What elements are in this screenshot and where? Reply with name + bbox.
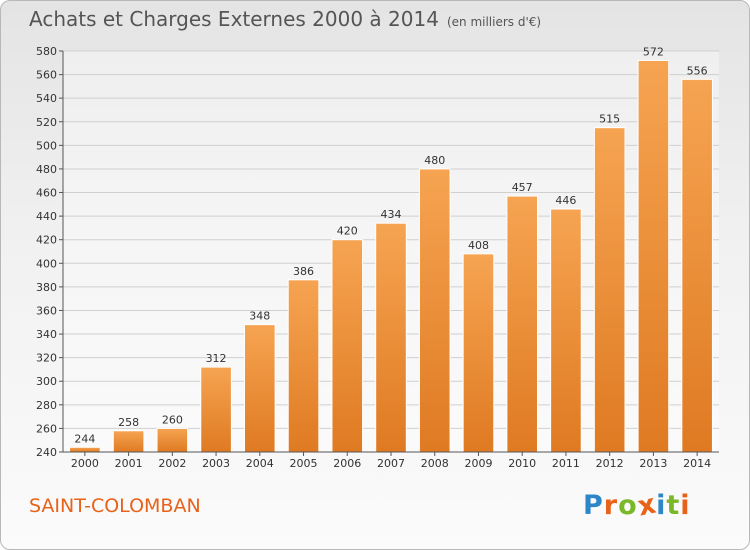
data-label-2013: 572 (643, 45, 664, 58)
bar-2006 (331, 239, 364, 453)
logo-letter: i (680, 490, 691, 521)
data-label-2004: 348 (249, 310, 270, 323)
data-label-2002: 260 (162, 413, 183, 426)
y-tick-label: 460 (36, 187, 57, 200)
y-tick-label: 280 (36, 399, 57, 412)
logo-letter: i (656, 490, 667, 521)
logo-letter: t (666, 490, 681, 521)
y-tick-label: 360 (36, 304, 57, 317)
data-label-2012: 515 (599, 113, 620, 126)
logo-letter: r (603, 490, 619, 521)
data-label-2001: 258 (118, 416, 139, 429)
x-tick-label: 2013 (639, 457, 667, 470)
data-label-2014: 556 (687, 64, 708, 77)
y-tick-label: 500 (36, 139, 57, 152)
data-label-2008: 480 (424, 154, 445, 167)
data-label-2003: 312 (206, 352, 227, 365)
x-tick-label: 2012 (596, 457, 624, 470)
data-label-2007: 434 (381, 208, 402, 221)
x-tick-label: 2011 (552, 457, 580, 470)
y-tick-label: 440 (36, 210, 57, 223)
y-tick-label: 380 (36, 281, 57, 294)
y-tick-label: 560 (36, 69, 57, 82)
y-tick-label: 420 (36, 234, 57, 247)
x-tick-label: 2002 (158, 457, 186, 470)
logo-letter: o (618, 490, 638, 521)
proxiti-logo: Proxiti (583, 488, 691, 522)
x-tick-label: 2010 (508, 457, 536, 470)
bar-2003 (200, 366, 232, 453)
y-tick-label: 300 (36, 375, 57, 388)
bar-2002 (156, 427, 189, 453)
x-tick-label: 2005 (290, 457, 318, 470)
bar-2013 (637, 59, 670, 453)
x-tick-label: 2007 (377, 457, 405, 470)
x-tick-label: 2008 (421, 457, 449, 470)
x-tick-label: 2009 (464, 457, 492, 470)
x-tick-label: 2001 (115, 457, 143, 470)
data-label-2000: 244 (74, 432, 95, 445)
x-tick-label: 2003 (202, 457, 230, 470)
y-tick-label: 540 (36, 92, 57, 105)
bar-2009 (462, 253, 495, 453)
y-tick-label: 240 (36, 446, 57, 459)
y-tick-label: 320 (36, 352, 57, 365)
y-tick-label: 260 (36, 422, 57, 435)
bar-2001 (112, 430, 145, 453)
bar-2000 (69, 446, 101, 453)
bar-2010 (506, 195, 539, 453)
bar-2005 (287, 279, 320, 453)
logo-letter: P (583, 490, 604, 521)
y-tick-label: 480 (36, 163, 57, 176)
data-label-2005: 386 (293, 265, 314, 278)
data-label-2010: 457 (512, 181, 533, 194)
x-tick-label: 2000 (71, 457, 99, 470)
data-label-2006: 420 (337, 225, 358, 238)
x-tick-label: 2014 (683, 457, 711, 470)
data-labels: 244 258 260 312 348 386 420 434 480 408 457 446 515 5… (74, 45, 707, 445)
commune-name: SAINT-COLOMBAN (29, 495, 201, 517)
y-tick-label: 340 (36, 328, 57, 341)
bar-2004 (243, 324, 276, 453)
bar-2007 (375, 222, 407, 453)
data-label-2011: 446 (555, 194, 576, 207)
y-tick-label: 580 (36, 45, 57, 58)
y-tick-label: 400 (36, 257, 57, 270)
x-tick-label: 2004 (246, 457, 274, 470)
bar-2008 (418, 168, 451, 453)
bar-2014 (681, 78, 713, 453)
data-label-2009: 408 (468, 239, 489, 252)
chart-title: Achats et Charges Externes 2000 à 2014 (e… (29, 7, 542, 31)
y-tick-label: 520 (36, 116, 57, 129)
bar-2012 (593, 127, 626, 453)
axes: 240 260 280 300 320 340 360 380 400 420 440 460 480 5… (36, 45, 719, 470)
x-tick-label: 2006 (333, 457, 361, 470)
bars (69, 59, 713, 453)
bar-2011 (550, 208, 582, 453)
chart-subtitle: (en milliers d'€) (446, 15, 542, 29)
